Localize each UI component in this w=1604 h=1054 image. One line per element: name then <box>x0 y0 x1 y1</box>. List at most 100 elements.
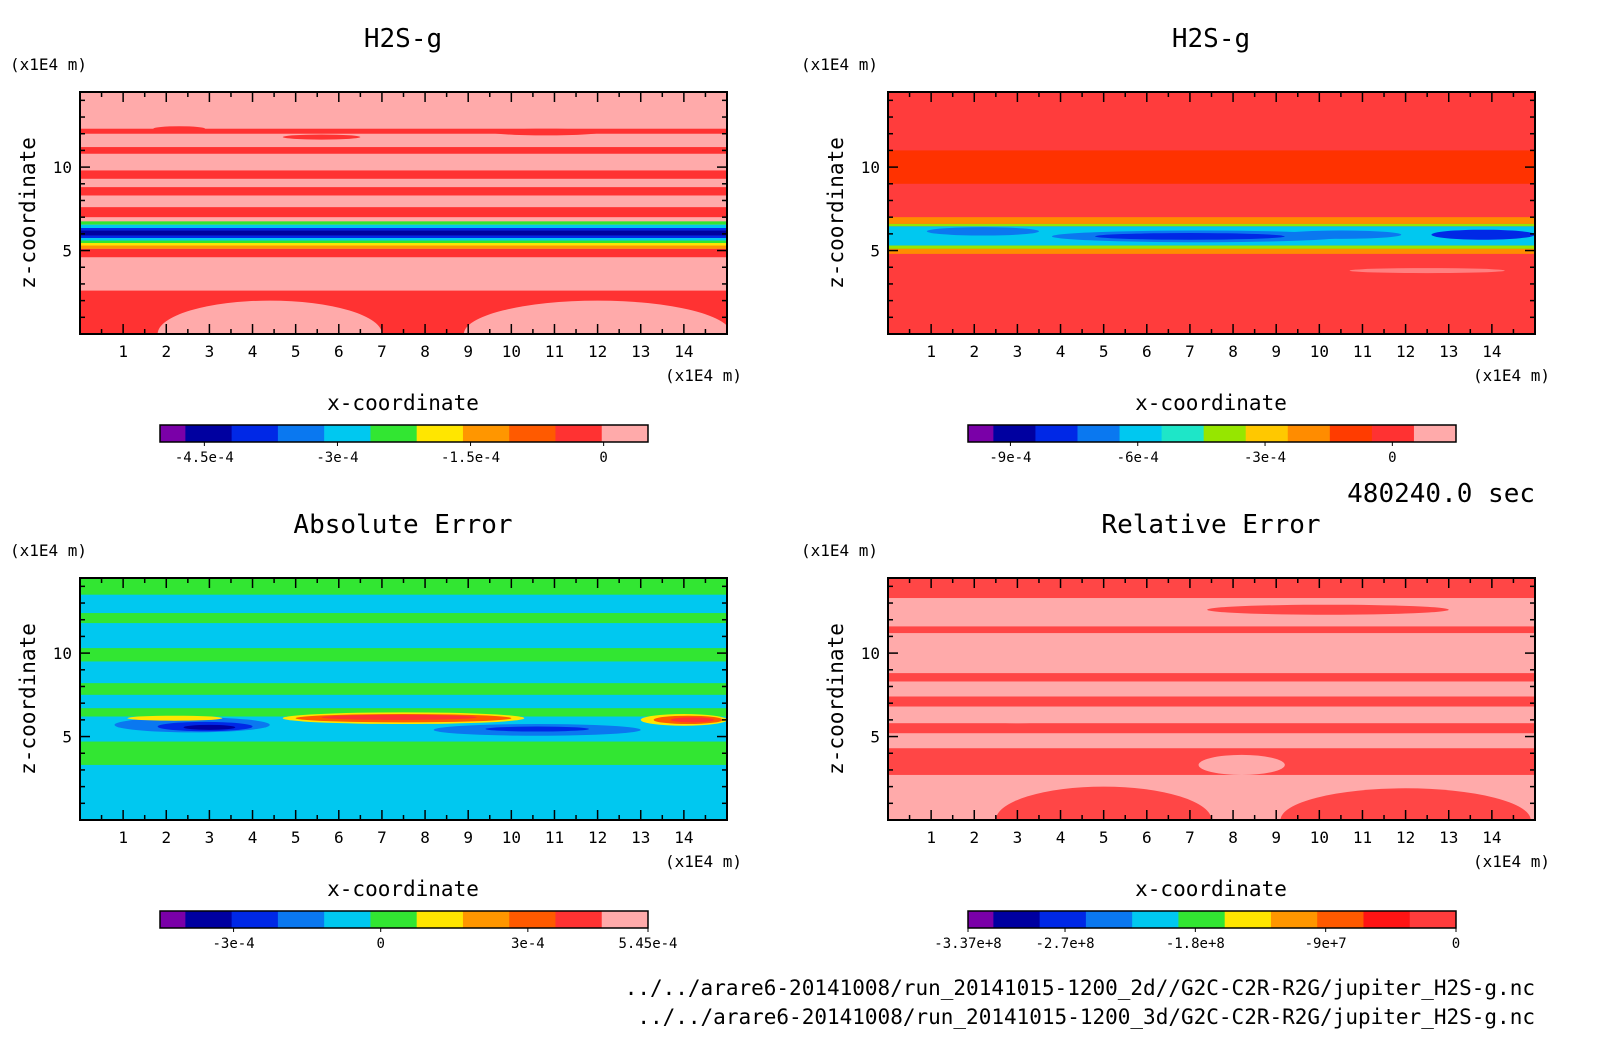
y-tick-label: 5 <box>870 728 880 747</box>
x-axis-label: x-coordinate <box>1135 391 1287 415</box>
colorbar-tick-label: -6e-4 <box>1117 450 1159 466</box>
x-tick-label: 11 <box>1353 828 1372 847</box>
colorbar-swatch <box>993 425 1036 442</box>
x-tick-label: 10 <box>1310 828 1329 847</box>
y-tick-label: 5 <box>870 242 880 261</box>
colorbar-swatch <box>1077 425 1121 442</box>
contour-region <box>926 227 1039 236</box>
contour-band <box>80 147 727 154</box>
x-unit-label: (x1E4 m) <box>1473 366 1550 385</box>
contour-region <box>127 715 223 721</box>
x-tick-label: 11 <box>545 342 564 361</box>
x-tick-label: 6 <box>1142 342 1152 361</box>
panel-title: Absolute Error <box>293 510 512 540</box>
colorbar-tick-label: 5.45e-4 <box>618 936 677 952</box>
colorbar-swatch <box>462 911 510 928</box>
x-tick-label: 12 <box>588 342 607 361</box>
x-tick-label: 12 <box>588 828 607 847</box>
source-file-3d: ../../arare6-20141008/run_20141015-1200_… <box>637 1005 1535 1029</box>
contour-band <box>80 221 727 225</box>
contour-band <box>888 723 1535 734</box>
x-tick-label: 1 <box>118 342 128 361</box>
colorbar-frame <box>967 910 1457 929</box>
x-tick-label: 8 <box>420 342 430 361</box>
contour-field <box>888 92 1535 334</box>
colorbar-swatch <box>1178 911 1226 928</box>
contour-region <box>489 128 602 136</box>
colorbar-swatch <box>160 911 186 928</box>
colorbar-tick-label: -1.8e+8 <box>1166 936 1225 952</box>
x-tick-label: 7 <box>377 828 387 847</box>
colorbar-swatch <box>509 911 556 928</box>
contour-band <box>888 223 1535 227</box>
source-file-2d: ../../arare6-20141008/run_20141015-1200_… <box>625 976 1535 1000</box>
contour-band <box>80 648 727 662</box>
colorbar-swatch <box>185 425 233 442</box>
colorbar-swatch <box>231 425 279 442</box>
colorbar-tick-label: -9e-4 <box>989 450 1031 466</box>
contour-band <box>80 207 727 218</box>
contour-field <box>888 578 1535 820</box>
contour-region <box>321 714 477 720</box>
x-unit-label: (x1E4 m) <box>665 852 742 871</box>
x-tick-label: 3 <box>1013 828 1023 847</box>
x-tick-label: 6 <box>334 828 344 847</box>
x-tick-label: 14 <box>674 342 693 361</box>
y-unit-label: (x1E4 m) <box>801 541 878 560</box>
colorbar-swatch <box>1085 911 1133 928</box>
colorbar-swatch <box>555 911 603 928</box>
colorbar-tick-label: 0 <box>376 936 384 952</box>
contour-region <box>995 786 1212 820</box>
y-tick-label: 10 <box>861 158 880 177</box>
x-tick-label: 9 <box>1271 828 1281 847</box>
contour-band <box>80 224 727 229</box>
colorbar-swatch <box>277 425 325 442</box>
y-tick-label: 10 <box>53 158 72 177</box>
colorbar-swatch <box>1287 425 1331 442</box>
contour-region <box>1280 788 1531 820</box>
x-tick-label: 11 <box>545 828 564 847</box>
contour-region <box>153 126 206 132</box>
contour-band <box>80 578 727 595</box>
contour-region <box>157 300 382 334</box>
colorbar: -4.5e-4 -3e-4 -1.5e-4 0 <box>159 424 649 466</box>
x-tick-label: 13 <box>631 342 650 361</box>
x-tick-label: 13 <box>1439 828 1458 847</box>
contour-region <box>1198 754 1285 775</box>
x-tick-label: 8 <box>1228 342 1238 361</box>
contour-band <box>80 245 727 249</box>
colorbar-swatch <box>601 425 649 442</box>
contour-band <box>888 150 1535 184</box>
x-tick-label: 9 <box>463 342 473 361</box>
colorbar-swatch <box>416 425 464 442</box>
colorbar-swatch <box>277 911 325 928</box>
colorbar-frame <box>967 424 1457 443</box>
x-tick-label: 6 <box>1142 828 1152 847</box>
contour-region <box>485 726 589 732</box>
colorbar-frame <box>159 910 649 929</box>
x-unit-label: (x1E4 m) <box>665 366 742 385</box>
colorbar-swatch <box>1224 911 1272 928</box>
x-tick-label: 7 <box>1185 828 1195 847</box>
contour-region <box>974 713 1061 724</box>
field-background <box>888 92 1535 334</box>
colorbar-swatch <box>324 425 371 442</box>
colorbar-tick-label: 0 <box>1388 450 1396 466</box>
x-tick-label: 2 <box>969 828 979 847</box>
panel-title: H2S-g <box>1172 24 1250 54</box>
panel-title: H2S-g <box>364 24 442 54</box>
y-tick-label: 5 <box>62 728 72 747</box>
colorbar-swatch <box>370 425 418 442</box>
y-unit-label: (x1E4 m) <box>801 55 878 74</box>
x-tick-label: 2 <box>161 342 171 361</box>
colorbar-swatch <box>1409 911 1457 928</box>
colorbar-frame <box>159 424 649 443</box>
contour-band <box>80 243 727 246</box>
contour-band <box>80 248 727 258</box>
y-tick-label: 10 <box>53 644 72 663</box>
contour-band <box>888 673 1535 682</box>
panel-absolute-error: Absolute Error (x1E4 m) x-coordinate z-c… <box>10 510 742 952</box>
